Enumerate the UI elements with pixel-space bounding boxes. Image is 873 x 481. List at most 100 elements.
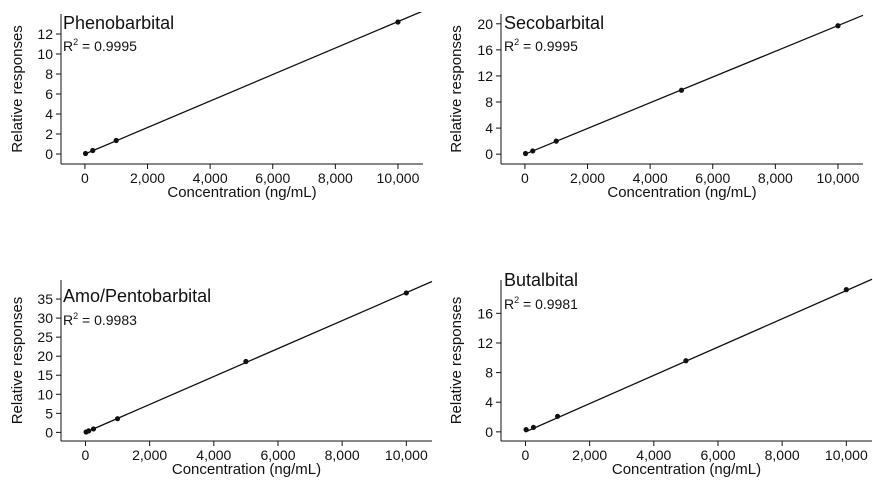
r-squared-label: R2 = 0.9983 — [63, 311, 137, 328]
data-point — [90, 147, 96, 154]
y-tick-label: 4 — [485, 394, 493, 410]
y-tick-label: 4 — [45, 106, 53, 122]
data-point — [522, 150, 529, 157]
x-axis-title: Concentration (ng/mL) — [167, 184, 316, 201]
x-tick-label: 8,000 — [318, 170, 353, 186]
r2-superscript: 2 — [514, 295, 519, 305]
x-tick-label: 0 — [82, 447, 90, 463]
y-tick-label: 0 — [485, 146, 493, 162]
x-axis-title: Concentration (ng/mL) — [172, 461, 321, 478]
y-tick-label: 5 — [45, 405, 53, 421]
y-tick-label: 30 — [37, 310, 53, 326]
x-tick-label: 10,000 — [825, 447, 868, 463]
x-tick-label: 0 — [81, 170, 89, 186]
data-point — [90, 426, 97, 432]
y-tick-label: 20 — [477, 16, 493, 32]
r-squared-label: R2 = 0.9995 — [504, 37, 578, 54]
x-tick-label: 4,000 — [636, 447, 671, 463]
data-point — [403, 290, 409, 296]
y-tick-label: 8 — [485, 365, 493, 381]
x-tick-label: 2,000 — [130, 170, 165, 186]
fit-line — [524, 14, 864, 155]
y-tick-label: 16 — [477, 305, 493, 321]
data-point — [835, 23, 841, 29]
x-tick-label: 4,000 — [196, 447, 231, 463]
y-axis-title: Relative responses — [9, 297, 26, 425]
data-point — [82, 150, 89, 157]
x-tick-label: 2,000 — [570, 170, 605, 186]
data-point — [243, 358, 249, 365]
data-point — [395, 19, 401, 25]
y-tick-label: 35 — [37, 291, 53, 307]
x-tick-label: 0 — [521, 170, 529, 186]
data-point — [86, 428, 92, 434]
fit-line — [85, 280, 433, 433]
x-axis-title: Concentration (ng/mL) — [607, 184, 756, 201]
r2-value: = 0.9981 — [519, 296, 578, 312]
x-tick-label: 8,000 — [325, 447, 360, 463]
y-tick-label: 4 — [485, 120, 493, 136]
x-tick-label: 2,000 — [572, 447, 607, 463]
data-point — [114, 416, 121, 422]
x-axis-title: Concentration (ng/mL) — [612, 461, 761, 478]
data-point — [530, 148, 536, 154]
data-point — [113, 137, 119, 144]
x-tick-label: 4,000 — [193, 170, 228, 186]
r2-base: R — [504, 38, 514, 54]
data-point — [843, 287, 849, 293]
x-tick-label: 8,000 — [765, 447, 800, 463]
y-tick-label: 12 — [477, 68, 493, 84]
x-tick-label: 4,000 — [633, 170, 668, 186]
data-point — [553, 138, 559, 144]
x-tick-label: 10,000 — [817, 170, 860, 186]
y-tick-label: 6 — [45, 86, 53, 102]
y-tick-label: 15 — [37, 367, 53, 383]
y-tick-label: 0 — [45, 146, 53, 162]
fit-line — [525, 278, 873, 433]
x-tick-label: 8,000 — [758, 170, 793, 186]
panel-title: Secobarbital — [504, 13, 604, 33]
fit-line — [84, 12, 423, 155]
y-tick-label: 10 — [37, 386, 53, 402]
r2-base: R — [63, 312, 73, 328]
r2-superscript: 2 — [73, 37, 78, 47]
r-squared-label: R2 = 0.9981 — [504, 295, 578, 312]
r2-superscript: 2 — [514, 37, 519, 47]
data-point — [678, 87, 685, 93]
y-tick-label: 8 — [485, 94, 493, 110]
r-squared-label: R2 = 0.9995 — [63, 37, 137, 54]
y-tick-label: 2 — [45, 126, 53, 142]
panel-title: Amo/Pentobarbital — [63, 286, 211, 306]
r2-value: = 0.9995 — [78, 38, 137, 54]
x-tick-label: 10,000 — [385, 447, 428, 463]
data-point — [523, 427, 529, 433]
x-tick-label: 10,000 — [377, 170, 420, 186]
x-tick-label: 6,000 — [255, 170, 290, 186]
x-tick-label: 2,000 — [132, 447, 167, 463]
panel-amo-pentobarbital: 0 2,000 4,000 6,000 8,000 10,000 0 5 10 15 20 25 30 3… — [9, 280, 433, 478]
panel-title: Phenobarbital — [63, 13, 174, 33]
y-axis-title: Relative responses — [448, 297, 465, 425]
y-axis-title: Relative responses — [448, 25, 465, 153]
y-tick-label: 0 — [485, 424, 493, 440]
r2-superscript: 2 — [73, 311, 78, 321]
data-point — [683, 358, 689, 364]
r2-value: = 0.9995 — [519, 38, 578, 54]
x-tick-label: 6,000 — [260, 447, 295, 463]
y-tick-label: 0 — [45, 424, 53, 440]
y-tick-label: 12 — [37, 26, 53, 42]
r2-base: R — [504, 296, 514, 312]
panel-secobarbital: 0 2,000 4,000 6,000 8,000 10,000 0 4 8 12 16 20 Conc… — [448, 13, 864, 201]
panel-title: Butalbital — [504, 270, 578, 290]
y-tick-label: 8 — [45, 66, 53, 82]
x-tick-label: 6,000 — [700, 447, 735, 463]
y-tick-label: 16 — [477, 42, 493, 58]
data-point — [554, 413, 561, 419]
y-tick-label: 20 — [37, 348, 53, 364]
x-tick-label: 0 — [522, 447, 530, 463]
data-point — [530, 424, 537, 431]
y-tick-label: 12 — [477, 335, 493, 351]
y-axis-title: Relative responses — [9, 25, 26, 153]
y-tick-label: 25 — [37, 329, 53, 345]
